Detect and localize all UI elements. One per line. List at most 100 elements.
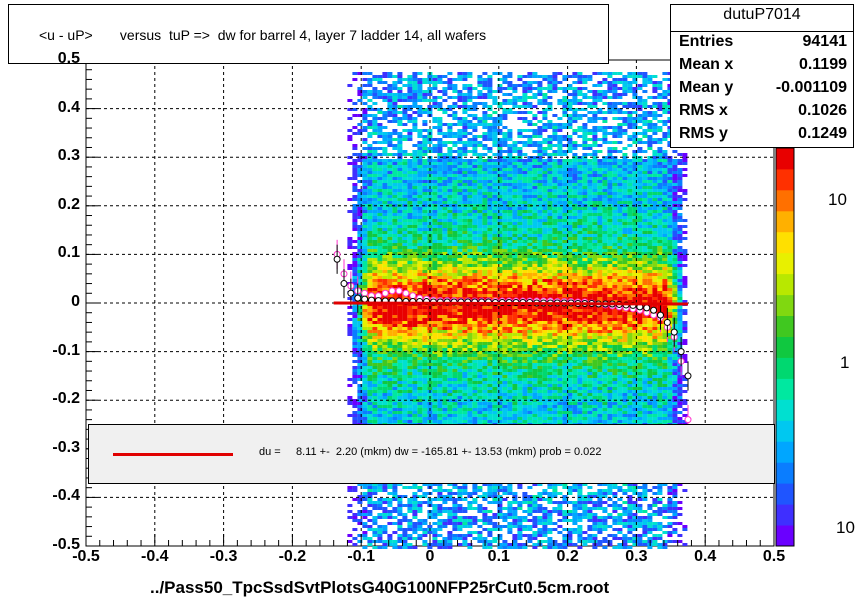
heatmap-cell bbox=[517, 171, 523, 174]
heatmap-cell bbox=[397, 354, 403, 357]
heatmap-cell bbox=[387, 249, 393, 252]
heatmap-cell bbox=[467, 144, 473, 147]
heatmap-cell bbox=[472, 216, 478, 219]
heatmap-cell bbox=[462, 324, 468, 327]
heatmap-cell bbox=[477, 375, 483, 378]
heatmap-cell bbox=[347, 378, 353, 381]
heatmap-cell bbox=[452, 102, 458, 105]
heatmap-cell bbox=[482, 327, 488, 330]
heatmap-cell bbox=[372, 285, 378, 288]
heatmap-cell bbox=[352, 336, 358, 339]
heatmap-cell bbox=[472, 372, 478, 375]
heatmap-cell bbox=[362, 273, 368, 276]
heatmap-cell bbox=[457, 504, 463, 507]
heatmap-cell bbox=[432, 315, 438, 318]
heatmap-cell bbox=[502, 363, 508, 366]
heatmap-cell bbox=[447, 510, 453, 513]
heatmap-cell bbox=[507, 189, 513, 192]
heatmap-cell bbox=[432, 288, 438, 291]
heatmap-cell bbox=[387, 357, 393, 360]
heatmap-cell bbox=[457, 75, 463, 78]
heatmap-cell bbox=[367, 225, 373, 228]
heatmap-cell bbox=[487, 483, 493, 486]
heatmap-cell bbox=[352, 318, 358, 321]
heatmap-cell bbox=[467, 348, 473, 351]
heatmap-cell bbox=[437, 273, 443, 276]
heatmap-cell bbox=[447, 309, 453, 312]
heatmap-cell bbox=[482, 420, 488, 423]
heatmap-cell bbox=[462, 327, 468, 330]
heatmap-cell bbox=[527, 231, 533, 234]
heatmap-cell bbox=[492, 216, 498, 219]
heatmap-cell bbox=[507, 528, 513, 531]
heatmap-cell bbox=[497, 417, 503, 420]
heatmap-cell bbox=[467, 231, 473, 234]
heatmap-cell bbox=[492, 219, 498, 222]
heatmap-cell bbox=[472, 399, 478, 402]
heatmap-cell bbox=[372, 201, 378, 204]
heatmap-cell bbox=[377, 189, 383, 192]
heatmap-cell bbox=[517, 543, 523, 546]
heatmap-cell bbox=[527, 102, 533, 105]
heatmap-cell bbox=[452, 393, 458, 396]
heatmap-cell bbox=[417, 84, 423, 87]
heatmap-cell bbox=[357, 234, 363, 237]
heatmap-cell bbox=[527, 225, 533, 228]
heatmap-cell bbox=[382, 201, 388, 204]
heatmap-cell bbox=[377, 96, 383, 99]
heatmap-cell bbox=[457, 198, 463, 201]
heatmap-cell bbox=[372, 216, 378, 219]
heatmap-cell bbox=[392, 282, 398, 285]
heatmap-cell bbox=[532, 336, 538, 339]
heatmap-cell bbox=[407, 402, 413, 405]
heatmap-cell bbox=[372, 171, 378, 174]
heatmap-cell bbox=[382, 258, 388, 261]
heatmap-cell bbox=[492, 351, 498, 354]
heatmap-cell bbox=[432, 294, 438, 297]
heatmap-cell bbox=[532, 531, 538, 534]
heatmap-cell bbox=[447, 162, 453, 165]
heatmap-cell bbox=[492, 348, 498, 351]
heatmap-cell bbox=[452, 240, 458, 243]
heatmap-cell bbox=[352, 207, 358, 210]
heatmap-cell bbox=[392, 213, 398, 216]
heatmap-cell bbox=[402, 270, 408, 273]
heatmap-cell bbox=[487, 207, 493, 210]
heatmap-cell bbox=[532, 372, 538, 375]
heatmap-cell bbox=[522, 387, 528, 390]
heatmap-cell bbox=[512, 519, 518, 522]
heatmap-cell bbox=[487, 312, 493, 315]
heatmap-cell bbox=[482, 402, 488, 405]
heatmap-cell bbox=[517, 375, 523, 378]
heatmap-cell bbox=[477, 204, 483, 207]
heatmap-cell bbox=[357, 171, 363, 174]
heatmap-cell bbox=[367, 333, 373, 336]
heatmap-cell bbox=[382, 528, 388, 531]
heatmap-cell bbox=[497, 375, 503, 378]
heatmap-cell bbox=[507, 501, 513, 504]
heatmap-cell bbox=[407, 204, 413, 207]
heatmap-cell bbox=[377, 207, 383, 210]
heatmap-cell bbox=[442, 543, 448, 546]
heatmap-cell bbox=[367, 168, 373, 171]
heatmap-cell bbox=[477, 486, 483, 489]
heatmap-cell bbox=[492, 258, 498, 261]
heatmap-cell bbox=[417, 282, 423, 285]
heatmap-cell bbox=[362, 534, 368, 537]
heatmap-cell bbox=[397, 153, 403, 156]
heatmap-cell bbox=[462, 411, 468, 414]
heatmap-cell bbox=[377, 507, 383, 510]
heatmap-cell bbox=[522, 366, 528, 369]
heatmap-cell bbox=[437, 282, 443, 285]
heatmap-cell bbox=[462, 378, 468, 381]
heatmap-cell bbox=[417, 273, 423, 276]
heatmap-cell bbox=[377, 246, 383, 249]
heatmap-cell bbox=[352, 369, 358, 372]
heatmap-cell bbox=[367, 147, 373, 150]
heatmap-cell bbox=[502, 102, 508, 105]
heatmap-cell bbox=[352, 528, 358, 531]
heatmap-cell bbox=[472, 270, 478, 273]
heatmap-cell bbox=[402, 405, 408, 408]
heatmap-cell bbox=[457, 522, 463, 525]
heatmap-cell bbox=[522, 96, 528, 99]
